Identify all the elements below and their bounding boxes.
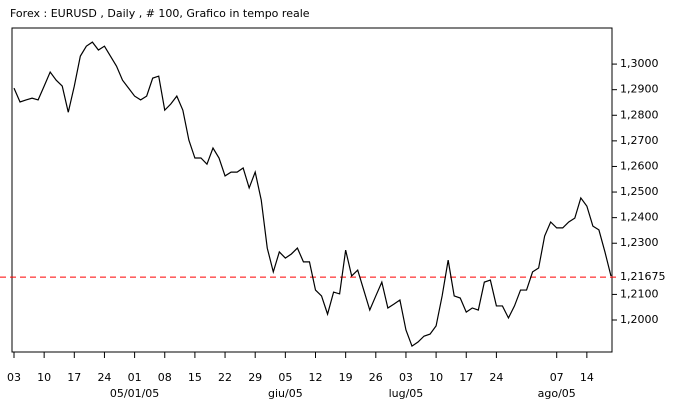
x-tick-label: 22 [218, 371, 232, 384]
x-tick-label: 07 [550, 371, 564, 384]
x-tick-label: 24 [97, 371, 111, 384]
x-tick-label: 15 [188, 371, 202, 384]
plot-frame [11, 27, 613, 353]
y-tick-label: 1,2100 [620, 287, 659, 300]
price-line [13, 41, 612, 348]
y-tick-label: 1,2800 [620, 108, 659, 121]
x-tick-label: 03 [399, 371, 413, 384]
chart-title: Forex : EURUSD , Daily , # 100, Grafico … [10, 7, 310, 20]
x-tick-label: 17 [67, 371, 81, 384]
x-tick-label: 10 [429, 371, 443, 384]
y-tick-label: 1,2500 [620, 185, 659, 198]
x-tick-label: 05 [278, 371, 292, 384]
y-tick-label: 1,2700 [620, 134, 659, 147]
x-tick-label: 19 [339, 371, 353, 384]
y-tick-label: 1,2600 [620, 159, 659, 172]
x-tick-label: 26 [369, 371, 383, 384]
y-tick-label: 1,3000 [620, 57, 659, 70]
y-tick-label: 1,2400 [620, 211, 659, 224]
x-tick-label: 24 [489, 371, 503, 384]
y-tick-label: 1,2000 [620, 313, 659, 326]
x-tick-label: 17 [459, 371, 473, 384]
x-tick-label: 08 [158, 371, 172, 384]
y-tick-label: 1,2900 [620, 83, 659, 96]
month-label: 05/01/05 [110, 387, 159, 400]
month-label: ago/05 [538, 387, 576, 400]
x-tick-label: 29 [248, 371, 262, 384]
x-tick-label: 12 [309, 371, 323, 384]
month-label: giu/05 [268, 387, 303, 400]
y-tick-label: 1,2300 [620, 236, 659, 249]
current-price-label: 1,21675 [620, 270, 666, 283]
x-tick-label: 14 [580, 371, 594, 384]
x-tick-label: 10 [37, 371, 51, 384]
month-label: lug/05 [389, 387, 424, 400]
x-tick-label: 01 [128, 371, 142, 384]
x-tick-label: 03 [7, 371, 21, 384]
